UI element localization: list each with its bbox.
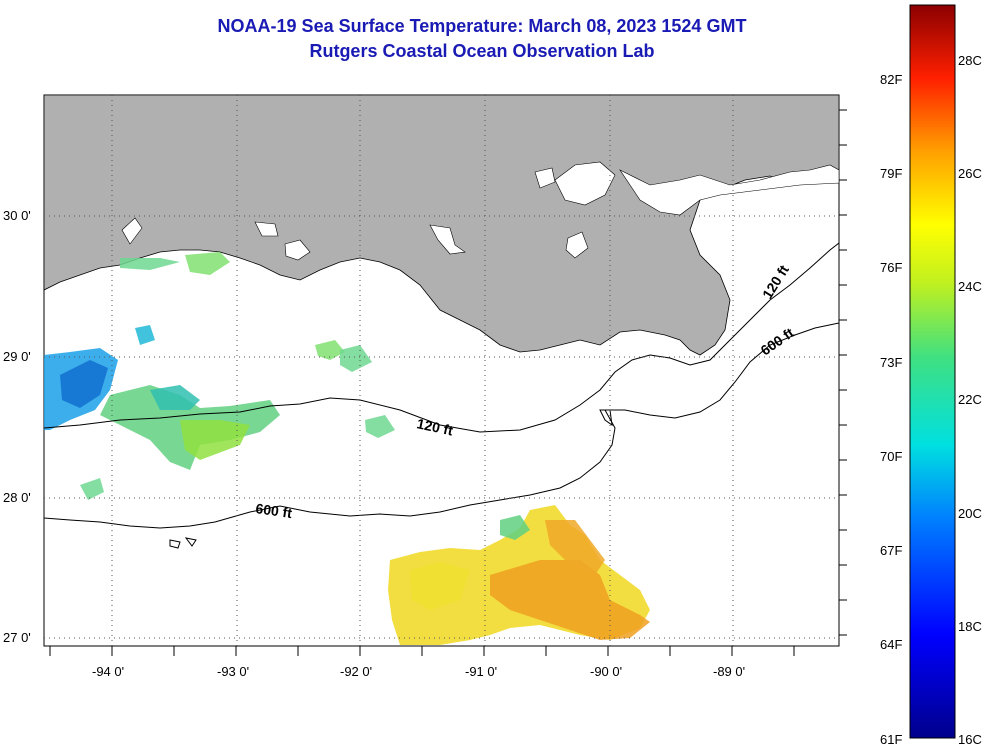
map-subtitle: Rutgers Coastal Ocean Observation Lab [309, 41, 655, 61]
colorbar-c-label: 16C [958, 732, 982, 747]
lat-label-27: 27 0' [3, 630, 31, 645]
lat-label-29: 29 0' [3, 349, 31, 364]
colorbar-f-label: 67F [880, 543, 903, 558]
lake [121, 217, 143, 245]
contour-label-600ft: 600 ft [255, 500, 294, 521]
colorbar-c-label: 28C [958, 53, 982, 68]
sst-patch [180, 420, 250, 460]
colorbar-c-label: 24C [958, 279, 982, 294]
sst-patch [315, 340, 345, 360]
lon-label-91: -91 0' [465, 664, 498, 679]
sst-patch [340, 345, 372, 372]
lake [619, 164, 839, 216]
colorbar-c-label: 26C [958, 166, 982, 181]
sst-patch [410, 562, 470, 610]
lake [534, 167, 556, 189]
colorbar-f-label: 76F [880, 260, 903, 275]
colorbar-f-label: 79F [880, 166, 903, 181]
sst-patch [80, 478, 104, 500]
lon-label-89: -89 0' [713, 664, 746, 679]
land-mass [44, 95, 839, 356]
lake [565, 231, 589, 259]
colorbar-c-label: 20C [958, 506, 982, 521]
colorbar-f-label: 70F [880, 449, 903, 464]
sst-patch [185, 252, 230, 275]
sst-patch [150, 385, 200, 410]
lake [429, 224, 466, 255]
axis-ticks [49, 109, 847, 656]
lon-label-94: -94 0' [92, 664, 125, 679]
colorbar-f-label: 64F [880, 637, 903, 652]
colorbar-f-label: 61F [880, 732, 903, 747]
lake [254, 221, 279, 237]
lake [284, 239, 311, 261]
colorbar-c-label: 18C [958, 619, 982, 634]
grid-lines [44, 95, 839, 646]
contour-600ft [44, 322, 839, 529]
colorbar-c-label: 22C [958, 392, 982, 407]
map-title: NOAA-19 Sea Surface Temperature: March 0… [217, 16, 747, 36]
colorbar [909, 4, 956, 739]
contour-120ft [44, 242, 839, 433]
lat-label-30: 30 0' [3, 208, 31, 223]
colorbar-f-label: 82F [880, 72, 903, 87]
sst-patch [365, 415, 395, 438]
sst-patch [545, 520, 605, 575]
lat-label-28: 28 0' [3, 490, 31, 505]
lon-label-90: -90 0' [590, 664, 623, 679]
lon-label-93: -93 0' [217, 664, 250, 679]
contour-label-120ft: 120 ft [415, 415, 454, 438]
sst-patch [60, 360, 108, 408]
colorbar-f-label: 73F [880, 355, 903, 370]
lon-label-92: -92 0' [340, 664, 373, 679]
sst-patch [500, 515, 530, 540]
sst-patch [135, 325, 155, 345]
sst-patch [120, 258, 180, 270]
